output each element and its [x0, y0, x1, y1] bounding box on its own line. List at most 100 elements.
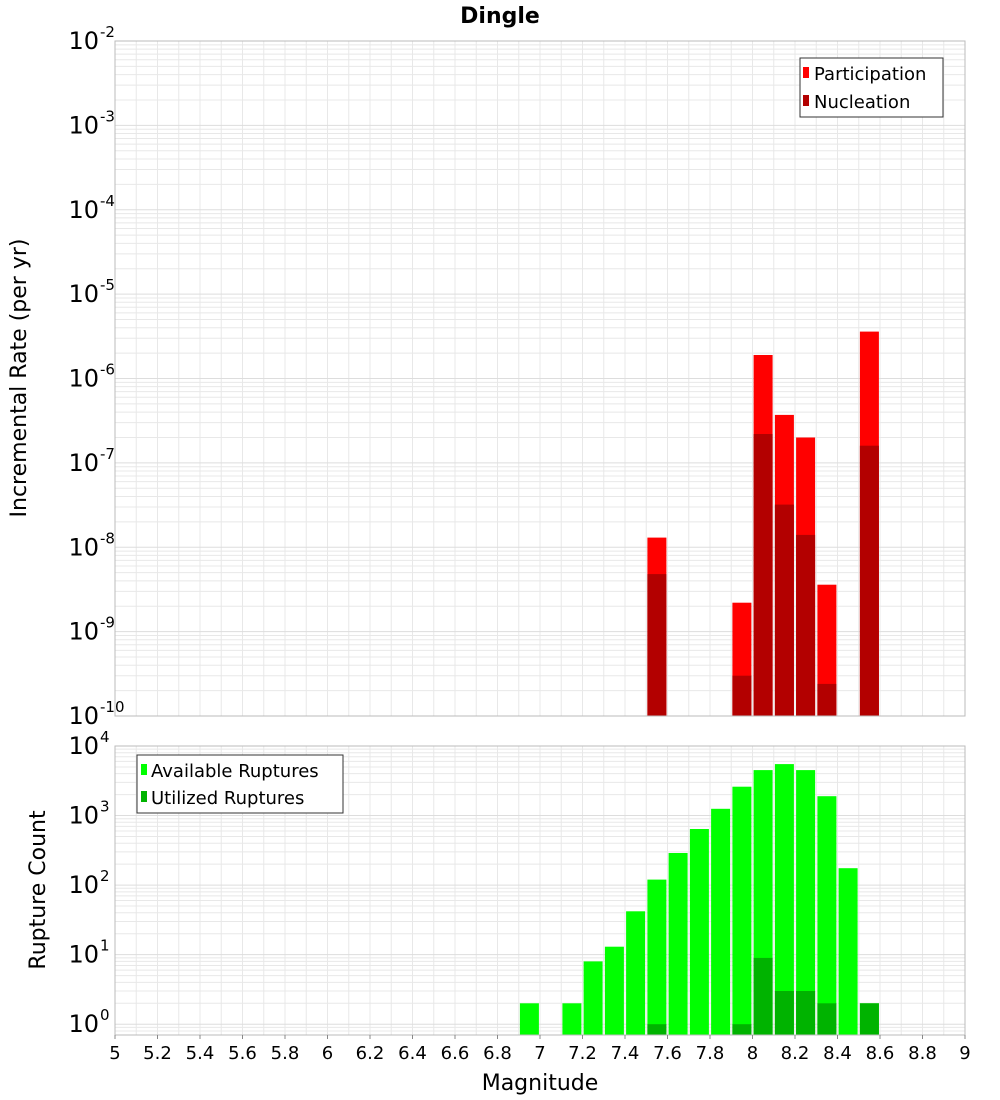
x-tick-label: 6.4 — [398, 1043, 427, 1064]
top-y-tick-label: 10 -2 — [68, 23, 115, 55]
bottom-bar-utilized-ruptures — [859, 1003, 879, 1035]
bottom-bar-available-ruptures — [668, 853, 688, 1035]
top-y-tick-base: 10 — [68, 365, 99, 393]
bottom-bar-utilized-ruptures — [732, 1024, 752, 1035]
bottom-bar-available-ruptures — [647, 879, 667, 1035]
top-plot: 10-210-310-410-510-610-710-810-910-10 In… — [7, 23, 966, 730]
bottom-y-tick-base: 10 — [68, 802, 99, 830]
x-tick-label: 9 — [959, 1043, 970, 1064]
top-y-tick-label: 10 -10 — [68, 698, 124, 730]
x-tick-label: 8.2 — [781, 1043, 810, 1064]
top-y-tick-label: 10 -4 — [68, 192, 115, 224]
top-y-tick-label: 10 -6 — [68, 361, 115, 393]
x-tick-label: 5.8 — [271, 1043, 300, 1064]
x-tick-label: 7.6 — [653, 1043, 682, 1064]
top-bar-nucleation — [753, 434, 773, 716]
bottom-bar-available-ruptures — [583, 961, 603, 1035]
top-legend-box — [799, 57, 944, 118]
x-tick-label: 7.2 — [568, 1043, 597, 1064]
x-tick-label: 6.6 — [441, 1043, 470, 1064]
x-tick-label: 8.6 — [866, 1043, 895, 1064]
bottom-y-tick-label: 10 1 — [68, 937, 109, 969]
bottom-bar-available-ruptures — [519, 1003, 539, 1035]
legend-swatch-available — [141, 764, 147, 775]
bottom-y-tick-exponent: 4 — [100, 728, 110, 746]
bottom-legend: Available Ruptures Utilized Ruptures — [136, 754, 344, 814]
top-y-tick-exponent: -7 — [100, 445, 115, 463]
bottom-bar-available-ruptures — [604, 946, 624, 1035]
top-y-tick-exponent: -3 — [100, 107, 115, 125]
x-tick-labels: 5 5.2 5.4 5.6 5.8 6 6.2 6.4 6.6 6.8 7 7.2 7.4 7.6 7.8 8… — [109, 1035, 971, 1064]
legend-label-nucleation: Nucleation — [814, 92, 910, 113]
bottom-y-tick-base: 10 — [68, 871, 99, 899]
top-y-tick-label: 10 -5 — [68, 276, 115, 308]
x-tick-label: 6.2 — [356, 1043, 385, 1064]
bottom-bar-available-ruptures — [626, 911, 646, 1035]
x-tick-label: 7 — [534, 1043, 545, 1064]
legend-label-participation: Participation — [814, 64, 926, 85]
top-y-tick-label: 10 -7 — [68, 445, 115, 477]
top-y-tick-label: 10 -9 — [68, 614, 115, 646]
top-y-tick-exponent: -2 — [100, 23, 115, 41]
top-bar-nucleation — [796, 534, 816, 716]
top-legend: Participation Nucleation — [799, 57, 944, 118]
top-y-tick-base: 10 — [68, 533, 99, 561]
top-y-tick-base: 10 — [68, 196, 99, 224]
top-y-tick-label: 10 -8 — [68, 529, 115, 561]
x-tick-label: 5.4 — [186, 1043, 215, 1064]
x-tick-label: 8.8 — [908, 1043, 937, 1064]
bottom-bar-available-ruptures — [817, 796, 837, 1035]
bottom-bar-utilized-ruptures — [796, 991, 816, 1035]
top-y-tick-exponent: -6 — [100, 361, 115, 379]
top-bar-nucleation — [817, 683, 837, 716]
top-y-tick-base: 10 — [68, 111, 99, 139]
top-plot-frame — [114, 40, 966, 717]
bottom-y-tick-label: 10 3 — [68, 798, 109, 830]
bottom-y-axis-label: Rupture Count — [26, 810, 51, 970]
top-y-axis-label: Incremental Rate (per yr) — [7, 239, 32, 518]
top-y-tick-exponent: -5 — [100, 276, 115, 294]
chart-title: Dingle — [460, 4, 540, 29]
bottom-y-tick-exponent: 0 — [100, 1006, 110, 1024]
bottom-bars — [519, 764, 879, 1035]
x-tick-label: 6 — [322, 1043, 333, 1064]
top-y-tick-exponent: -8 — [100, 529, 115, 547]
top-y-tick-base: 10 — [68, 27, 99, 55]
top-bar-nucleation — [732, 675, 752, 716]
bottom-y-tick-label: 10 2 — [68, 867, 109, 899]
legend-label-utilized: Utilized Ruptures — [151, 788, 304, 809]
bottom-y-tick-exponent: 1 — [100, 937, 110, 955]
bottom-bar-available-ruptures — [796, 770, 816, 1035]
top-y-tick-labels: 10-210-310-410-510-610-710-810-910-10 — [68, 23, 124, 730]
top-y-tick-base: 10 — [68, 702, 99, 730]
bottom-bar-available-ruptures — [711, 808, 731, 1035]
bottom-bar-utilized-ruptures — [647, 1024, 667, 1035]
top-y-tick-exponent: -4 — [100, 192, 115, 210]
bottom-y-tick-base: 10 — [68, 941, 99, 969]
x-tick-label: 7.8 — [696, 1043, 725, 1064]
legend-swatch-participation — [803, 67, 809, 78]
bottom-y-tick-label: 10 0 — [68, 1006, 109, 1038]
x-tick-label: 5.2 — [143, 1043, 172, 1064]
top-y-tick-exponent: -10 — [100, 698, 125, 716]
top-y-tick-base: 10 — [68, 618, 99, 646]
top-y-tick-label: 10 -3 — [68, 107, 115, 139]
top-y-tick-base: 10 — [68, 449, 99, 477]
top-y-tick-exponent: -9 — [100, 614, 115, 632]
top-bar-nucleation — [859, 445, 879, 716]
bottom-bar-utilized-ruptures — [753, 957, 773, 1035]
bottom-bar-available-ruptures — [838, 868, 858, 1035]
bottom-y-tick-base: 10 — [68, 732, 99, 760]
bottom-bar-available-ruptures — [774, 764, 794, 1035]
x-tick-label: 5 — [109, 1043, 120, 1064]
x-tick-label: 8 — [747, 1043, 758, 1064]
x-axis-label: Magnitude — [482, 1071, 599, 1096]
top-bars — [647, 331, 879, 716]
bottom-y-tick-exponent: 3 — [100, 798, 110, 816]
x-tick-label: 5.6 — [228, 1043, 257, 1064]
bottom-bar-utilized-ruptures — [774, 991, 794, 1035]
bottom-bar-available-ruptures — [689, 829, 709, 1035]
bottom-bar-utilized-ruptures — [817, 1003, 837, 1035]
